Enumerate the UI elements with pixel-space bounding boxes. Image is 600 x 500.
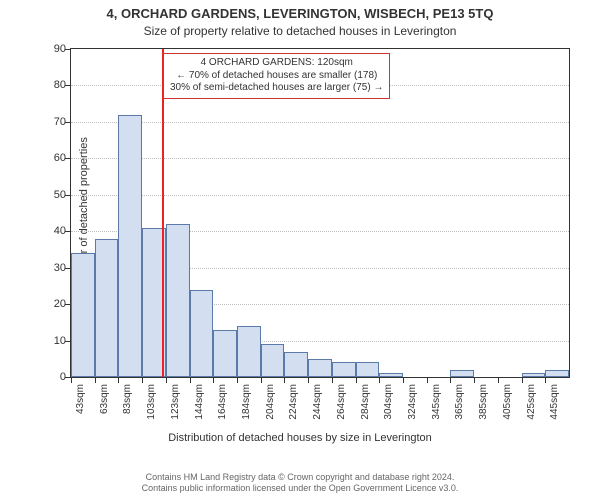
x-tick-mark [427, 378, 428, 383]
x-tick-label: 445sqm [549, 384, 560, 420]
histogram-bar [545, 370, 569, 377]
x-tick-label: 204sqm [265, 384, 276, 420]
histogram-bar [379, 373, 403, 377]
x-tick-label: 43sqm [75, 384, 86, 414]
x-tick-mark [403, 378, 404, 383]
y-tick-label: 20 [36, 298, 66, 310]
y-tick-mark [65, 341, 70, 342]
x-tick-label: 83sqm [122, 384, 133, 414]
chart-container: 4, ORCHARD GARDENS, LEVERINGTON, WISBECH… [0, 0, 600, 500]
y-tick-label: 10 [36, 335, 66, 347]
x-tick-label: 284sqm [360, 384, 371, 420]
x-tick-label: 264sqm [336, 384, 347, 420]
y-tick-label: 70 [36, 116, 66, 128]
info-box-line: 4 ORCHARD GARDENS: 120sqm [170, 57, 383, 70]
histogram-bar [308, 359, 332, 377]
x-tick-mark [450, 378, 451, 383]
y-tick-label: 0 [36, 371, 66, 383]
chart-title: 4, ORCHARD GARDENS, LEVERINGTON, WISBECH… [0, 6, 600, 21]
grid-line [71, 158, 569, 159]
x-tick-label: 345sqm [431, 384, 442, 420]
x-tick-mark [213, 378, 214, 383]
histogram-bar [71, 253, 95, 377]
info-box-line: ← 70% of detached houses are smaller (17… [170, 70, 383, 83]
histogram-bar [213, 330, 237, 377]
y-tick-mark [65, 231, 70, 232]
info-box: 4 ORCHARD GARDENS: 120sqm← 70% of detach… [163, 53, 390, 99]
y-tick-mark [65, 195, 70, 196]
histogram-bar [522, 373, 546, 377]
histogram-bar [284, 352, 308, 378]
footer-line-1: Contains HM Land Registry data © Crown c… [0, 472, 600, 483]
x-tick-mark [166, 378, 167, 383]
histogram-bar [237, 326, 261, 377]
x-tick-label: 224sqm [288, 384, 299, 420]
y-tick-label: 80 [36, 79, 66, 91]
histogram-bar [190, 290, 214, 377]
x-tick-label: 365sqm [454, 384, 465, 420]
y-tick-mark [65, 377, 70, 378]
y-tick-label: 30 [36, 262, 66, 274]
x-tick-mark [474, 378, 475, 383]
plot-area: 4 ORCHARD GARDENS: 120sqm← 70% of detach… [70, 48, 570, 378]
x-tick-mark [95, 378, 96, 383]
x-tick-mark [308, 378, 309, 383]
histogram-bar [332, 362, 356, 377]
x-axis-title: Distribution of detached houses by size … [0, 432, 600, 444]
y-tick-label: 50 [36, 189, 66, 201]
x-tick-mark [142, 378, 143, 383]
y-tick-mark [65, 304, 70, 305]
y-tick-mark [65, 49, 70, 50]
x-tick-mark [356, 378, 357, 383]
x-tick-mark [118, 378, 119, 383]
x-tick-mark [261, 378, 262, 383]
x-tick-mark [545, 378, 546, 383]
x-tick-mark [71, 378, 72, 383]
x-tick-mark [522, 378, 523, 383]
y-tick-label: 60 [36, 152, 66, 164]
histogram-bar [95, 239, 119, 377]
y-tick-mark [65, 85, 70, 86]
x-tick-label: 385sqm [478, 384, 489, 420]
x-tick-label: 405sqm [502, 384, 513, 420]
x-tick-label: 123sqm [170, 384, 181, 420]
x-tick-label: 244sqm [312, 384, 323, 420]
x-tick-mark [284, 378, 285, 383]
y-tick-label: 40 [36, 225, 66, 237]
x-tick-label: 164sqm [217, 384, 228, 420]
x-tick-label: 103sqm [146, 384, 157, 420]
footer-line-2: Contains public information licensed und… [0, 483, 600, 494]
x-tick-label: 144sqm [194, 384, 205, 420]
x-tick-mark [237, 378, 238, 383]
histogram-bar [356, 362, 380, 377]
x-tick-label: 324sqm [407, 384, 418, 420]
chart-subtitle: Size of property relative to detached ho… [0, 24, 600, 38]
histogram-bar [118, 115, 142, 377]
grid-line [71, 122, 569, 123]
x-tick-mark [379, 378, 380, 383]
info-box-line: 30% of semi-detached houses are larger (… [170, 82, 383, 95]
chart-footer: Contains HM Land Registry data © Crown c… [0, 472, 600, 495]
histogram-bar [261, 344, 285, 377]
x-tick-label: 63sqm [99, 384, 110, 414]
y-tick-mark [65, 268, 70, 269]
histogram-bar [166, 224, 190, 377]
y-tick-label: 90 [36, 43, 66, 55]
x-tick-mark [190, 378, 191, 383]
x-tick-label: 425sqm [526, 384, 537, 420]
grid-line [71, 195, 569, 196]
y-tick-mark [65, 122, 70, 123]
x-tick-mark [498, 378, 499, 383]
histogram-bar [450, 370, 474, 377]
x-tick-label: 304sqm [383, 384, 394, 420]
x-tick-mark [332, 378, 333, 383]
x-tick-label: 184sqm [241, 384, 252, 420]
y-tick-mark [65, 158, 70, 159]
